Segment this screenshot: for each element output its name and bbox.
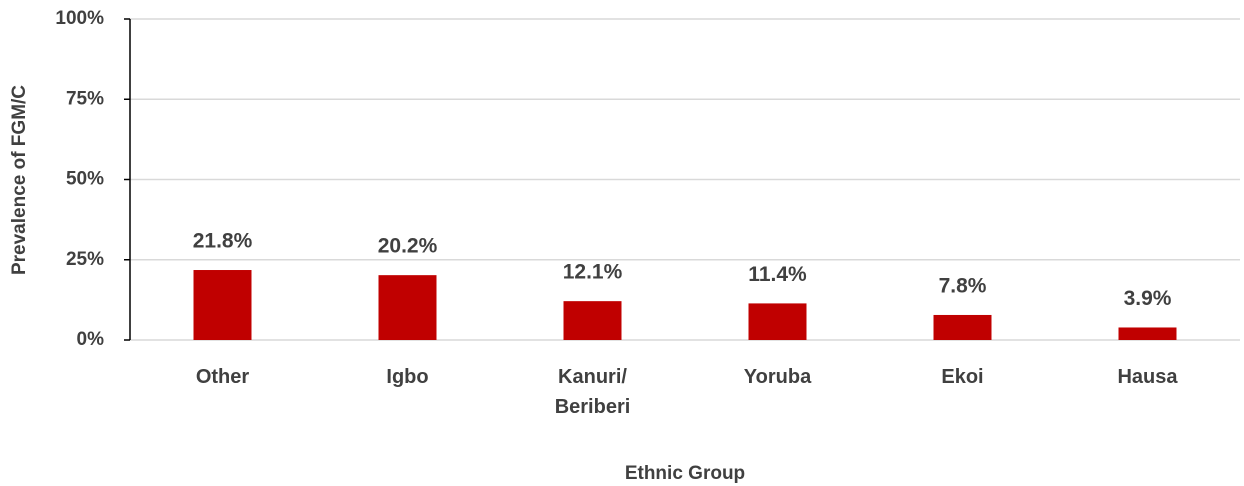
bar <box>748 303 807 340</box>
data-label: 21.8% <box>193 230 253 253</box>
x-tick-label: Kanuri/ Beriberi <box>554 366 631 418</box>
x-tick-label: Yoruba <box>743 366 812 388</box>
data-label: 12.1% <box>563 261 623 284</box>
bar <box>933 314 992 340</box>
y-tick-label: 50% <box>66 169 104 190</box>
bar <box>563 301 622 340</box>
y-tick-label: 75% <box>66 88 104 109</box>
bar <box>1118 327 1177 340</box>
y-tick-label: 0% <box>77 329 105 350</box>
bar <box>378 275 437 340</box>
x-tick-label: Ekoi <box>941 366 984 388</box>
data-label: 7.8% <box>939 275 987 298</box>
y-tick-label: 100% <box>55 8 104 29</box>
y-axis-title: Prevalence of FGM/C <box>9 85 30 275</box>
x-tick-label: Other <box>195 366 250 388</box>
x-axis-title: Ethnic Group <box>625 463 745 484</box>
data-label: 3.9% <box>1124 287 1172 310</box>
x-tick-label: Igbo <box>386 366 429 388</box>
data-label: 20.2% <box>378 235 438 258</box>
y-tick-label: 25% <box>66 249 104 270</box>
x-tick-label: Hausa <box>1117 366 1178 388</box>
data-label: 11.4% <box>748 263 807 286</box>
bar <box>193 270 252 340</box>
